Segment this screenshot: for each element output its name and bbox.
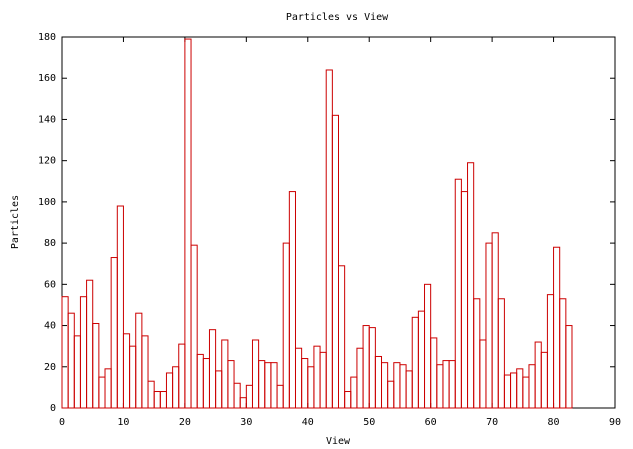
bar <box>184 38 192 409</box>
bar <box>288 191 296 409</box>
x-axis-label: View <box>326 436 351 447</box>
x-tick-label: 60 <box>425 417 437 428</box>
bar <box>233 382 241 409</box>
x-tick-label: 50 <box>363 417 375 428</box>
y-tick-label: 40 <box>44 321 56 332</box>
x-tick-label: 10 <box>117 417 129 428</box>
y-tick-label: 120 <box>38 156 56 167</box>
bar <box>190 244 198 409</box>
bar <box>497 298 505 409</box>
y-tick-label: 0 <box>50 403 56 414</box>
y-tick-label: 140 <box>38 114 56 125</box>
x-tick-label: 90 <box>609 417 621 428</box>
bar <box>92 322 100 409</box>
y-axis-label: Particles <box>10 195 21 249</box>
x-tick-label: 20 <box>179 417 191 428</box>
y-tick-label: 100 <box>38 197 56 208</box>
x-tick-label: 0 <box>59 417 65 428</box>
chart-title: Particles vs View <box>286 12 389 23</box>
y-tick-label: 20 <box>44 362 56 373</box>
y-tick-label: 180 <box>38 32 56 43</box>
x-tick-label: 30 <box>240 417 252 428</box>
bar <box>565 325 573 409</box>
bar <box>208 329 217 409</box>
bar <box>467 162 475 409</box>
bar <box>116 205 124 409</box>
x-tick-label: 80 <box>548 417 560 428</box>
x-tick-label: 70 <box>486 417 498 428</box>
bar <box>141 335 149 409</box>
bar <box>338 265 346 409</box>
y-tick-label: 60 <box>44 279 56 290</box>
y-tick-label: 80 <box>44 238 56 249</box>
y-tick-label: 160 <box>38 73 56 84</box>
x-tick-label: 40 <box>302 417 314 428</box>
bar <box>331 114 340 409</box>
